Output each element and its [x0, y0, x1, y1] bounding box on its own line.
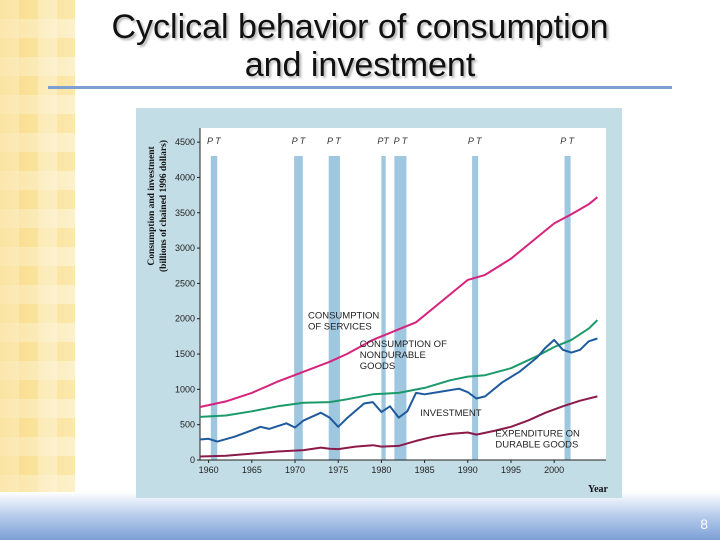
- y-tick-label: 500: [180, 420, 195, 430]
- title-underline: [48, 86, 672, 89]
- recession-band: [210, 156, 218, 460]
- y-tick-label: 4000: [175, 172, 195, 182]
- x-tick-label: 1975: [328, 465, 348, 475]
- recession-label: P T: [327, 136, 342, 146]
- recession-band: [472, 156, 479, 460]
- recession-label: PT: [377, 136, 390, 146]
- series-label-nondurable: GOODS: [360, 361, 395, 372]
- y-tick-label: 0: [190, 455, 195, 465]
- y-tick-label: 3500: [175, 208, 195, 218]
- y-tick-label: 2000: [175, 314, 195, 324]
- y-axis-label: (billions of chained 1996 dollars): [158, 140, 169, 272]
- y-tick-label: 1000: [175, 384, 195, 394]
- chart-frame: P T P T P T PT P T P T P T 0 500 1000 1500 2000 2500…: [136, 108, 622, 498]
- recession-band: [294, 156, 303, 460]
- recession-label: P T: [292, 136, 307, 146]
- recession-label: P T: [207, 136, 222, 146]
- consumption-investment-chart: P T P T P T PT P T P T P T 0 500 1000 1500 2000 2500…: [147, 128, 609, 495]
- x-tick-label: 1980: [371, 465, 391, 475]
- recession-band: [328, 156, 340, 460]
- recession-band: [564, 156, 571, 460]
- x-tick-label: 1970: [285, 465, 305, 475]
- series-label-services: CONSUMPTION: [308, 311, 379, 322]
- recession-label: P T: [560, 136, 575, 146]
- x-tick-label: 2000: [544, 465, 564, 475]
- y-tick-label: 1500: [175, 349, 195, 359]
- series-line-investment: [199, 337, 598, 443]
- series-label-nondurable: CONSUMPTION OF: [360, 339, 447, 350]
- series-line-services: [199, 196, 599, 408]
- x-tick-label: 1985: [415, 465, 435, 475]
- y-tick-label: 2500: [175, 278, 195, 288]
- y-axis-label: Consumption and investment: [147, 146, 157, 266]
- left-decoration: [0, 0, 75, 540]
- slide-title-line2: and investment: [244, 46, 476, 84]
- series-label-services: OF SERVICES: [308, 322, 372, 333]
- x-tick-label: 1965: [242, 465, 262, 475]
- x-tick-label: 1990: [458, 465, 478, 475]
- recession-label: P T: [394, 136, 409, 146]
- x-tick-label: 1960: [199, 465, 219, 475]
- recession-band: [381, 156, 386, 460]
- x-axis-label: Year: [588, 484, 609, 495]
- series-line-durable: [199, 395, 598, 458]
- series-line-nondurable: [199, 319, 599, 418]
- recession-label: P T: [468, 136, 483, 146]
- y-tick-label: 4500: [175, 137, 195, 147]
- x-tick-label: 1995: [501, 465, 521, 475]
- series-label-durable: DURABLE GOODS: [495, 440, 578, 451]
- bottom-decoration: [0, 492, 720, 540]
- series-label-investment: INVESTMENT: [420, 408, 481, 419]
- series-label-nondurable: NONDURABLE: [360, 350, 426, 361]
- y-tick-label: 3000: [175, 243, 195, 253]
- recession-band: [394, 156, 407, 460]
- slide-title: Cyclical behavior of consumption and inv…: [40, 8, 680, 84]
- series-label-durable: EXPENDITURE ON: [495, 429, 580, 440]
- slide-title-line1: Cyclical behavior of consumption: [111, 8, 609, 46]
- page-number: 8: [700, 516, 708, 532]
